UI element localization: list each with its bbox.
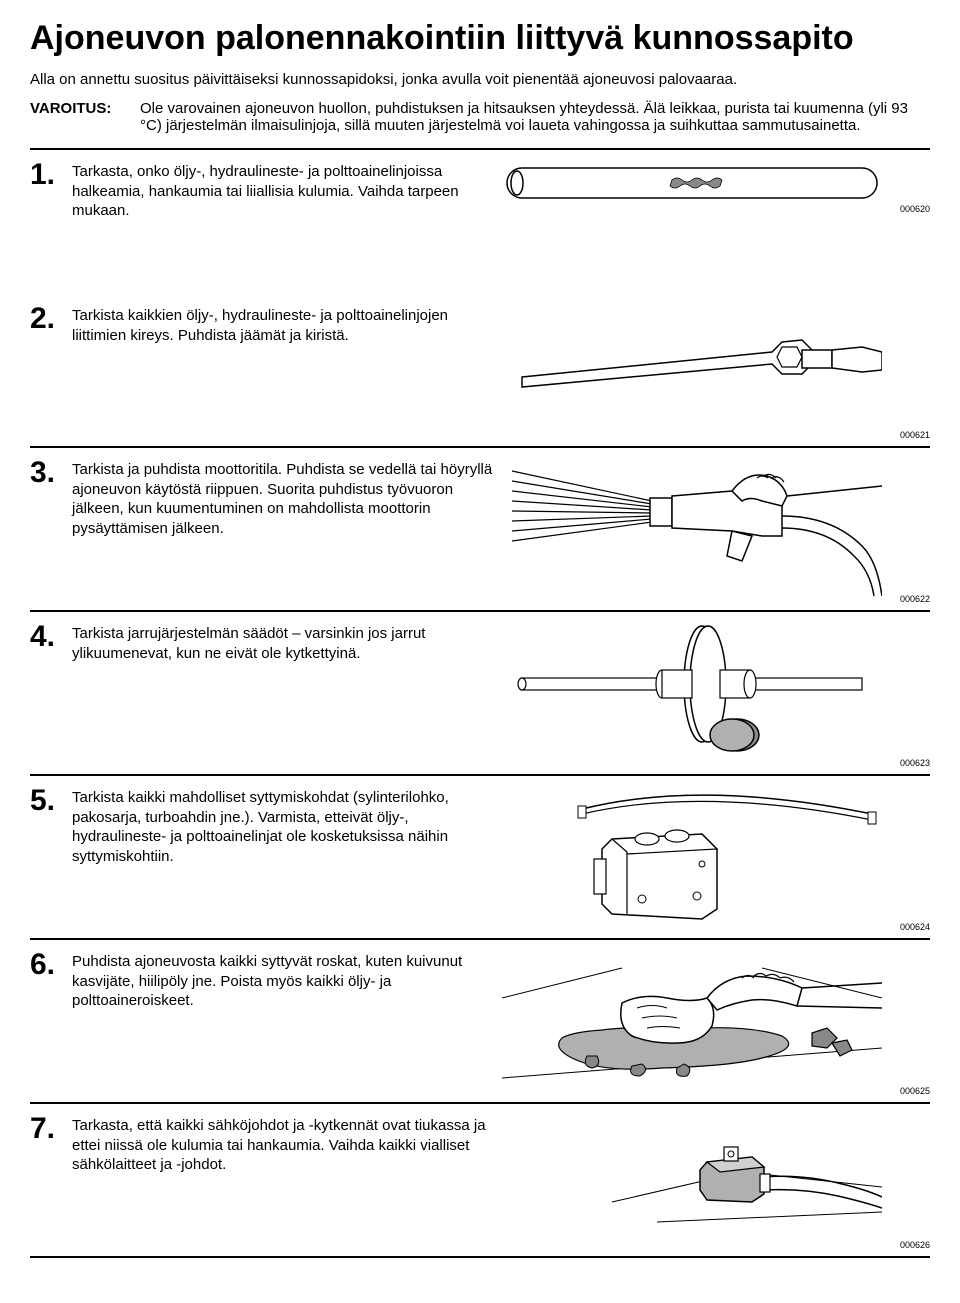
step-figure: 000620 xyxy=(502,158,930,298)
step-number: 3. xyxy=(30,456,72,488)
step-text: Tarkasta, onko öljy-, hydraulineste- ja … xyxy=(72,158,502,221)
step-text: Tarkista kaikki mahdolliset syttymiskohd… xyxy=(72,784,502,866)
intro-text: Alla on annettu suositus päivittäiseksi … xyxy=(30,71,930,88)
step-number: 5. xyxy=(30,784,72,816)
step-row: 1. Tarkasta, onko öljy-, hydraulineste- … xyxy=(30,150,930,302)
figure-reference: 000622 xyxy=(900,594,930,604)
step-figure: 000623 xyxy=(502,620,930,770)
step-figure: 000622 xyxy=(502,456,930,606)
cleaning-rag-icon xyxy=(502,948,882,1098)
warning-block: VAROITUS: Ole varovainen ajoneuvon huoll… xyxy=(30,100,930,134)
warning-text: Ole varovainen ajoneuvon huollon, puhdis… xyxy=(140,100,930,134)
step-number: 4. xyxy=(30,620,72,652)
step-figure: 000625 xyxy=(502,948,930,1098)
step-figure: 000626 xyxy=(502,1112,930,1252)
step-text: Tarkista jarrujärjestelmän säädöt – vars… xyxy=(72,620,502,663)
step-row: 3. Tarkista ja puhdista moottoritila. Pu… xyxy=(30,448,930,610)
step-number: 6. xyxy=(30,948,72,980)
divider xyxy=(30,1256,930,1258)
step-text: Puhdista ajoneuvosta kaikki syttyvät ros… xyxy=(72,948,502,1011)
hose-crack-icon xyxy=(502,158,882,208)
wrench-icon xyxy=(502,302,882,432)
figure-reference: 000624 xyxy=(900,922,930,932)
step-row: 6. Puhdista ajoneuvosta kaikki syttyvät … xyxy=(30,940,930,1102)
step-row: 7. Tarkasta, että kaikki sähköjohdot ja … xyxy=(30,1104,930,1256)
figure-reference: 000620 xyxy=(900,204,930,214)
battery-terminal-icon xyxy=(502,1112,882,1232)
step-number: 7. xyxy=(30,1112,72,1144)
brake-disc-icon xyxy=(502,620,882,770)
engine-block-icon xyxy=(502,784,882,934)
figure-reference: 000623 xyxy=(900,758,930,768)
step-text: Tarkista kaikkien öljy-, hydraulineste- … xyxy=(72,302,502,345)
step-text: Tarkista ja puhdista moottoritila. Puhdi… xyxy=(72,456,502,538)
step-row: 4. Tarkista jarrujärjestelmän säädöt – v… xyxy=(30,612,930,774)
step-figure: 000624 xyxy=(502,784,930,934)
step-text: Tarkasta, että kaikki sähköjohdot ja -ky… xyxy=(72,1112,502,1175)
step-row: 5. Tarkista kaikki mahdolliset syttymisk… xyxy=(30,776,930,938)
figure-reference: 000626 xyxy=(900,1240,930,1250)
step-number: 2. xyxy=(30,302,72,334)
step-figure: 000621 xyxy=(502,302,930,442)
figure-reference: 000625 xyxy=(900,1086,930,1096)
step-number: 1. xyxy=(30,158,72,190)
figure-reference: 000621 xyxy=(900,430,930,440)
spray-gun-icon xyxy=(502,456,882,606)
page-title: Ajoneuvon palonennakointiin liittyvä kun… xyxy=(30,20,930,57)
step-row: 2. Tarkista kaikkien öljy-, hydraulinest… xyxy=(30,302,930,446)
warning-label: VAROITUS: xyxy=(30,100,140,117)
